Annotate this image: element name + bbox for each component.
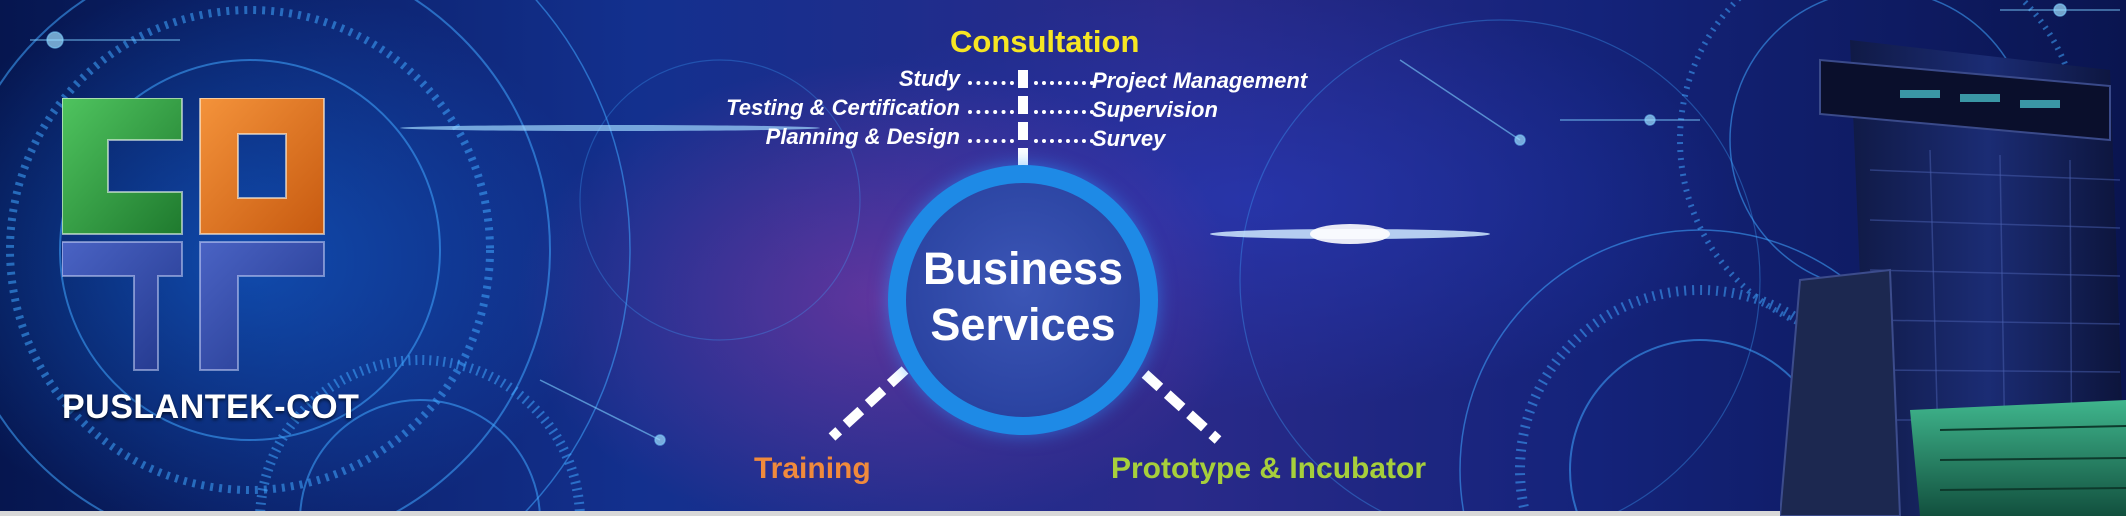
- brand-name: PUSLANTEK-COT: [62, 388, 360, 426]
- service-supervision: Supervision: [1092, 97, 1218, 122]
- dotted-connector: [1034, 139, 1094, 143]
- office-building-illustration: [1780, 40, 2126, 516]
- service-project-management: Project Management: [1092, 68, 1308, 93]
- business-services-hub: Business Services: [888, 165, 1158, 435]
- hub-inner-disc: [906, 183, 1140, 417]
- dotted-connector: [1034, 110, 1094, 114]
- puslantek-cot-logo: [62, 98, 325, 371]
- prototype-incubator-title: Prototype & Incubator: [1111, 452, 1427, 485]
- consultation-connector: [1018, 70, 1028, 166]
- service-planning-design: Planning & Design: [765, 124, 960, 149]
- service-study: Study: [898, 66, 960, 91]
- hub-title-line2: Services: [930, 299, 1116, 350]
- dotted-connector: [968, 110, 1014, 114]
- service-testing-certification: Testing & Certification: [726, 95, 960, 120]
- dotted-connector: [968, 81, 1014, 85]
- dotted-connector: [1034, 81, 1094, 85]
- dotted-connector: [968, 139, 1014, 143]
- hub-title-line1: Business: [922, 243, 1124, 294]
- consultation-title: Consultation: [950, 24, 1140, 59]
- service-survey: Survey: [1092, 126, 1166, 151]
- training-title: Training: [754, 452, 871, 485]
